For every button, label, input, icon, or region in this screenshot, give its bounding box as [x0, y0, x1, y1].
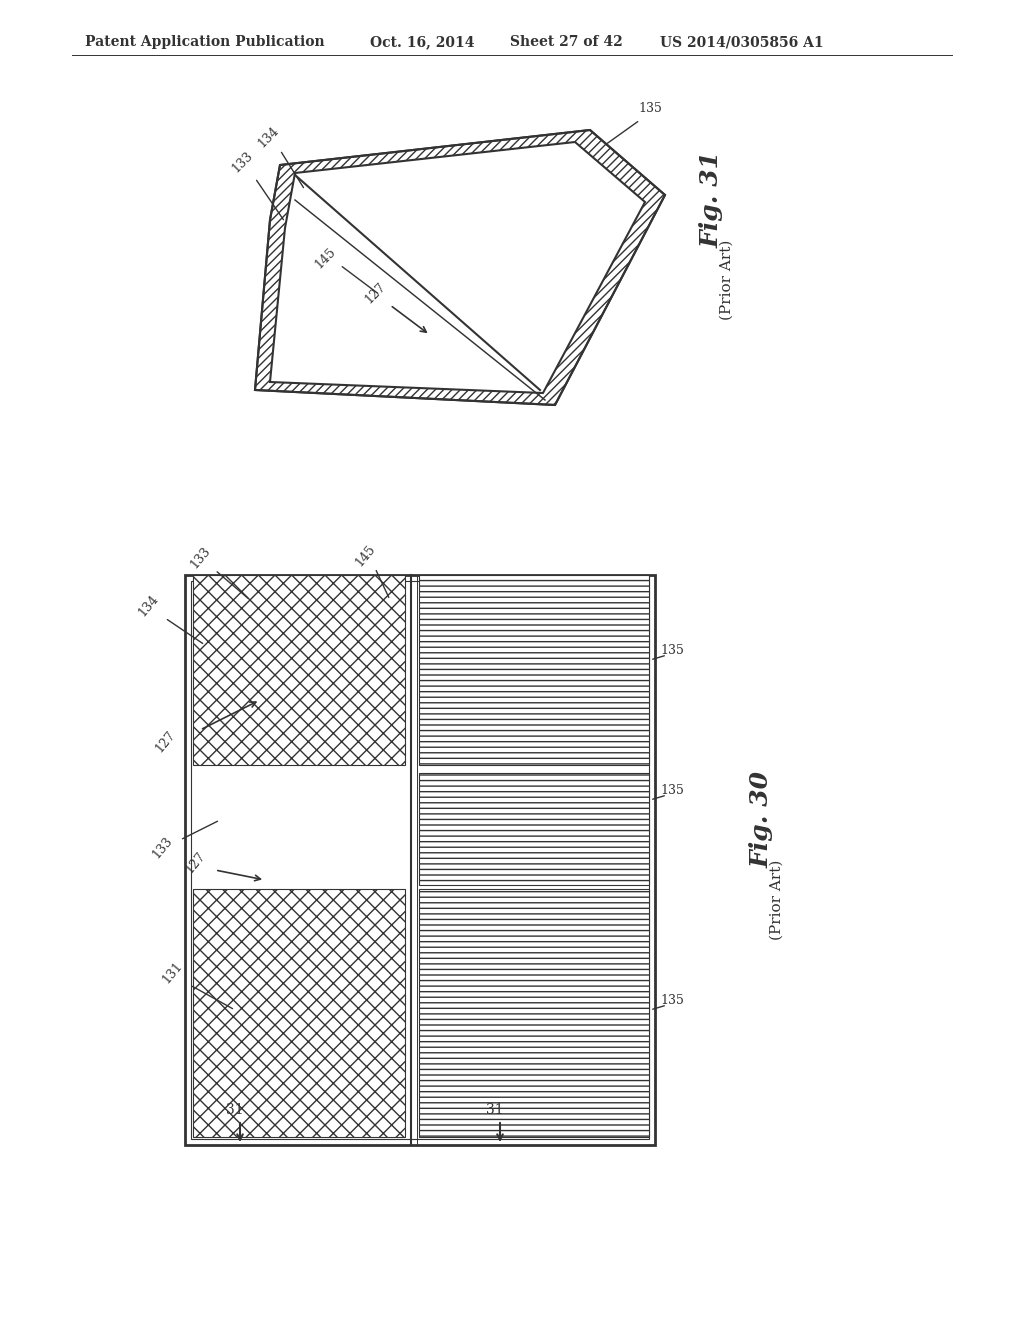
Text: 31: 31 — [486, 1104, 504, 1117]
Text: 31: 31 — [226, 1104, 244, 1117]
Text: 133: 133 — [150, 834, 175, 862]
Text: 127: 127 — [182, 850, 208, 876]
Bar — [193, 576, 404, 764]
Text: Sheet 27 of 42: Sheet 27 of 42 — [510, 36, 623, 49]
Text: 133: 133 — [187, 545, 213, 572]
Text: (Prior Art): (Prior Art) — [720, 240, 734, 321]
Text: 127: 127 — [153, 729, 177, 755]
Text: 135: 135 — [660, 994, 684, 1006]
Text: Fig. 30: Fig. 30 — [750, 771, 774, 869]
Text: Oct. 16, 2014: Oct. 16, 2014 — [370, 36, 474, 49]
Text: Patent Application Publication: Patent Application Publication — [85, 36, 325, 49]
Text: 135: 135 — [660, 644, 684, 656]
Text: 145: 145 — [312, 246, 338, 271]
Text: (Prior Art): (Prior Art) — [770, 859, 784, 940]
Text: US 2014/0305856 A1: US 2014/0305856 A1 — [660, 36, 823, 49]
Bar — [419, 888, 649, 1137]
Text: 135: 135 — [638, 102, 662, 115]
Polygon shape — [255, 129, 665, 405]
Polygon shape — [270, 143, 645, 393]
Text: 134: 134 — [135, 593, 161, 619]
Text: 145: 145 — [352, 543, 378, 569]
Bar — [185, 576, 655, 1144]
Text: 131: 131 — [160, 960, 184, 986]
Text: 127: 127 — [362, 280, 388, 306]
Text: 135: 135 — [660, 784, 684, 796]
Text: 133: 133 — [229, 149, 255, 176]
Bar — [193, 888, 404, 1137]
Bar — [419, 772, 649, 884]
Text: 134: 134 — [255, 124, 281, 150]
Text: Fig. 31: Fig. 31 — [700, 152, 724, 248]
Bar — [419, 576, 649, 764]
Bar — [191, 581, 649, 1139]
